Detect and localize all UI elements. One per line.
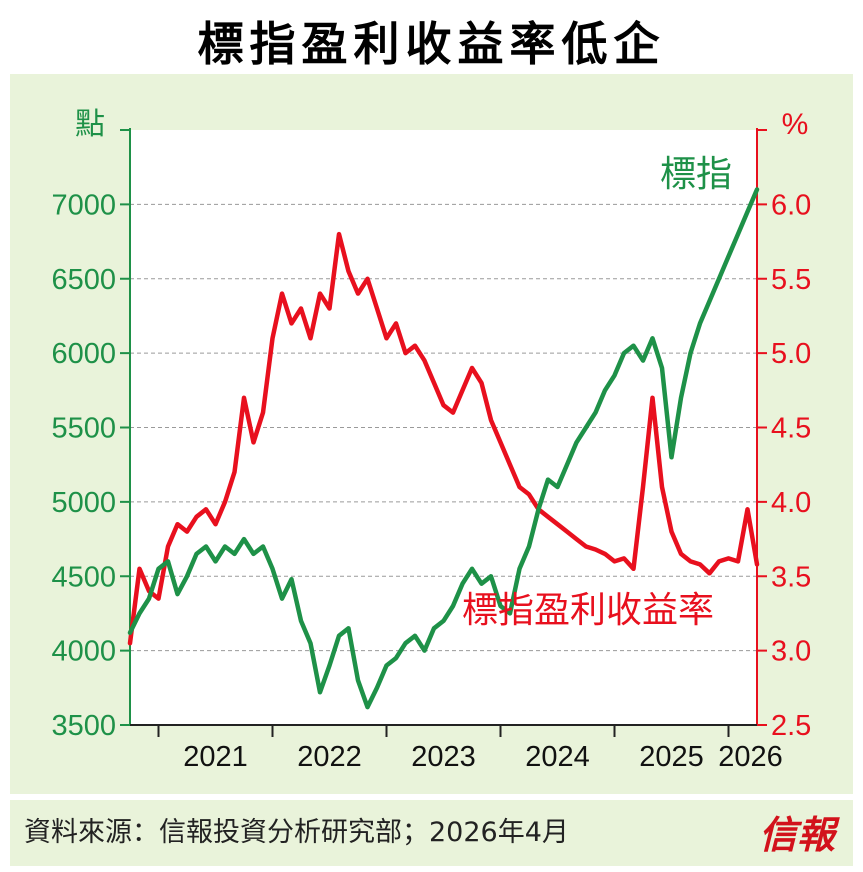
- right-tick-label: 6.0: [771, 189, 811, 221]
- left-tick-label: 7000: [51, 189, 116, 221]
- right-tick-label: 4.0: [771, 487, 811, 519]
- x-tick-label: 2023: [411, 741, 476, 773]
- left-tick-label: 6000: [51, 338, 116, 370]
- yield-line: [127, 231, 760, 646]
- left-tick-label: 5500: [51, 413, 116, 445]
- left-tick-label: 4500: [51, 561, 116, 593]
- right-tick-label: 5.0: [771, 338, 811, 370]
- chart-svg: 3500 4000 4500 5000 5500 6000 6500 7000 2.5 3.0 3.…: [51, 108, 811, 773]
- source-note: 資料來源：信報投資分析研究部；2026年4月: [24, 817, 569, 848]
- right-tick-label: 3.5: [771, 561, 811, 593]
- chart-title: 標指盈利收益率低企: [197, 17, 666, 71]
- x-tick-label: 2022: [297, 741, 362, 773]
- x-tick-label: 2025: [639, 741, 704, 773]
- right-tick-label: 2.5: [771, 710, 811, 742]
- right-axis-unit: %: [782, 108, 809, 141]
- x-tick-label: 2026: [718, 741, 783, 773]
- index-series-label: 標指: [660, 153, 732, 194]
- footer: 資料來源：信報投資分析研究部；2026年4月 信報: [10, 800, 853, 866]
- plot-panel: 3500 4000 4500 5000 5500 6000 6500 7000 2.5 3.0 3.…: [10, 74, 853, 794]
- left-tick-label: 5000: [51, 487, 116, 519]
- x-tick-label: 2024: [525, 741, 590, 773]
- left-axis-unit: 點: [75, 108, 105, 141]
- right-tick-label: 4.5: [771, 413, 811, 445]
- left-tick-label: 6500: [51, 264, 116, 296]
- right-tick-label: 5.5: [771, 264, 811, 296]
- yield-series-label: 標指盈利收益率: [462, 589, 714, 630]
- left-tick-label: 4000: [51, 636, 116, 668]
- index-line: [127, 187, 760, 710]
- brand-logo: 信報: [758, 812, 835, 857]
- right-tick-label: 3.0: [771, 636, 811, 668]
- plot-area: [130, 130, 757, 725]
- left-tick-label: 3500: [51, 710, 116, 742]
- x-tick-label: 2021: [183, 741, 248, 773]
- title-bar: 標指盈利收益率低企: [0, 0, 863, 71]
